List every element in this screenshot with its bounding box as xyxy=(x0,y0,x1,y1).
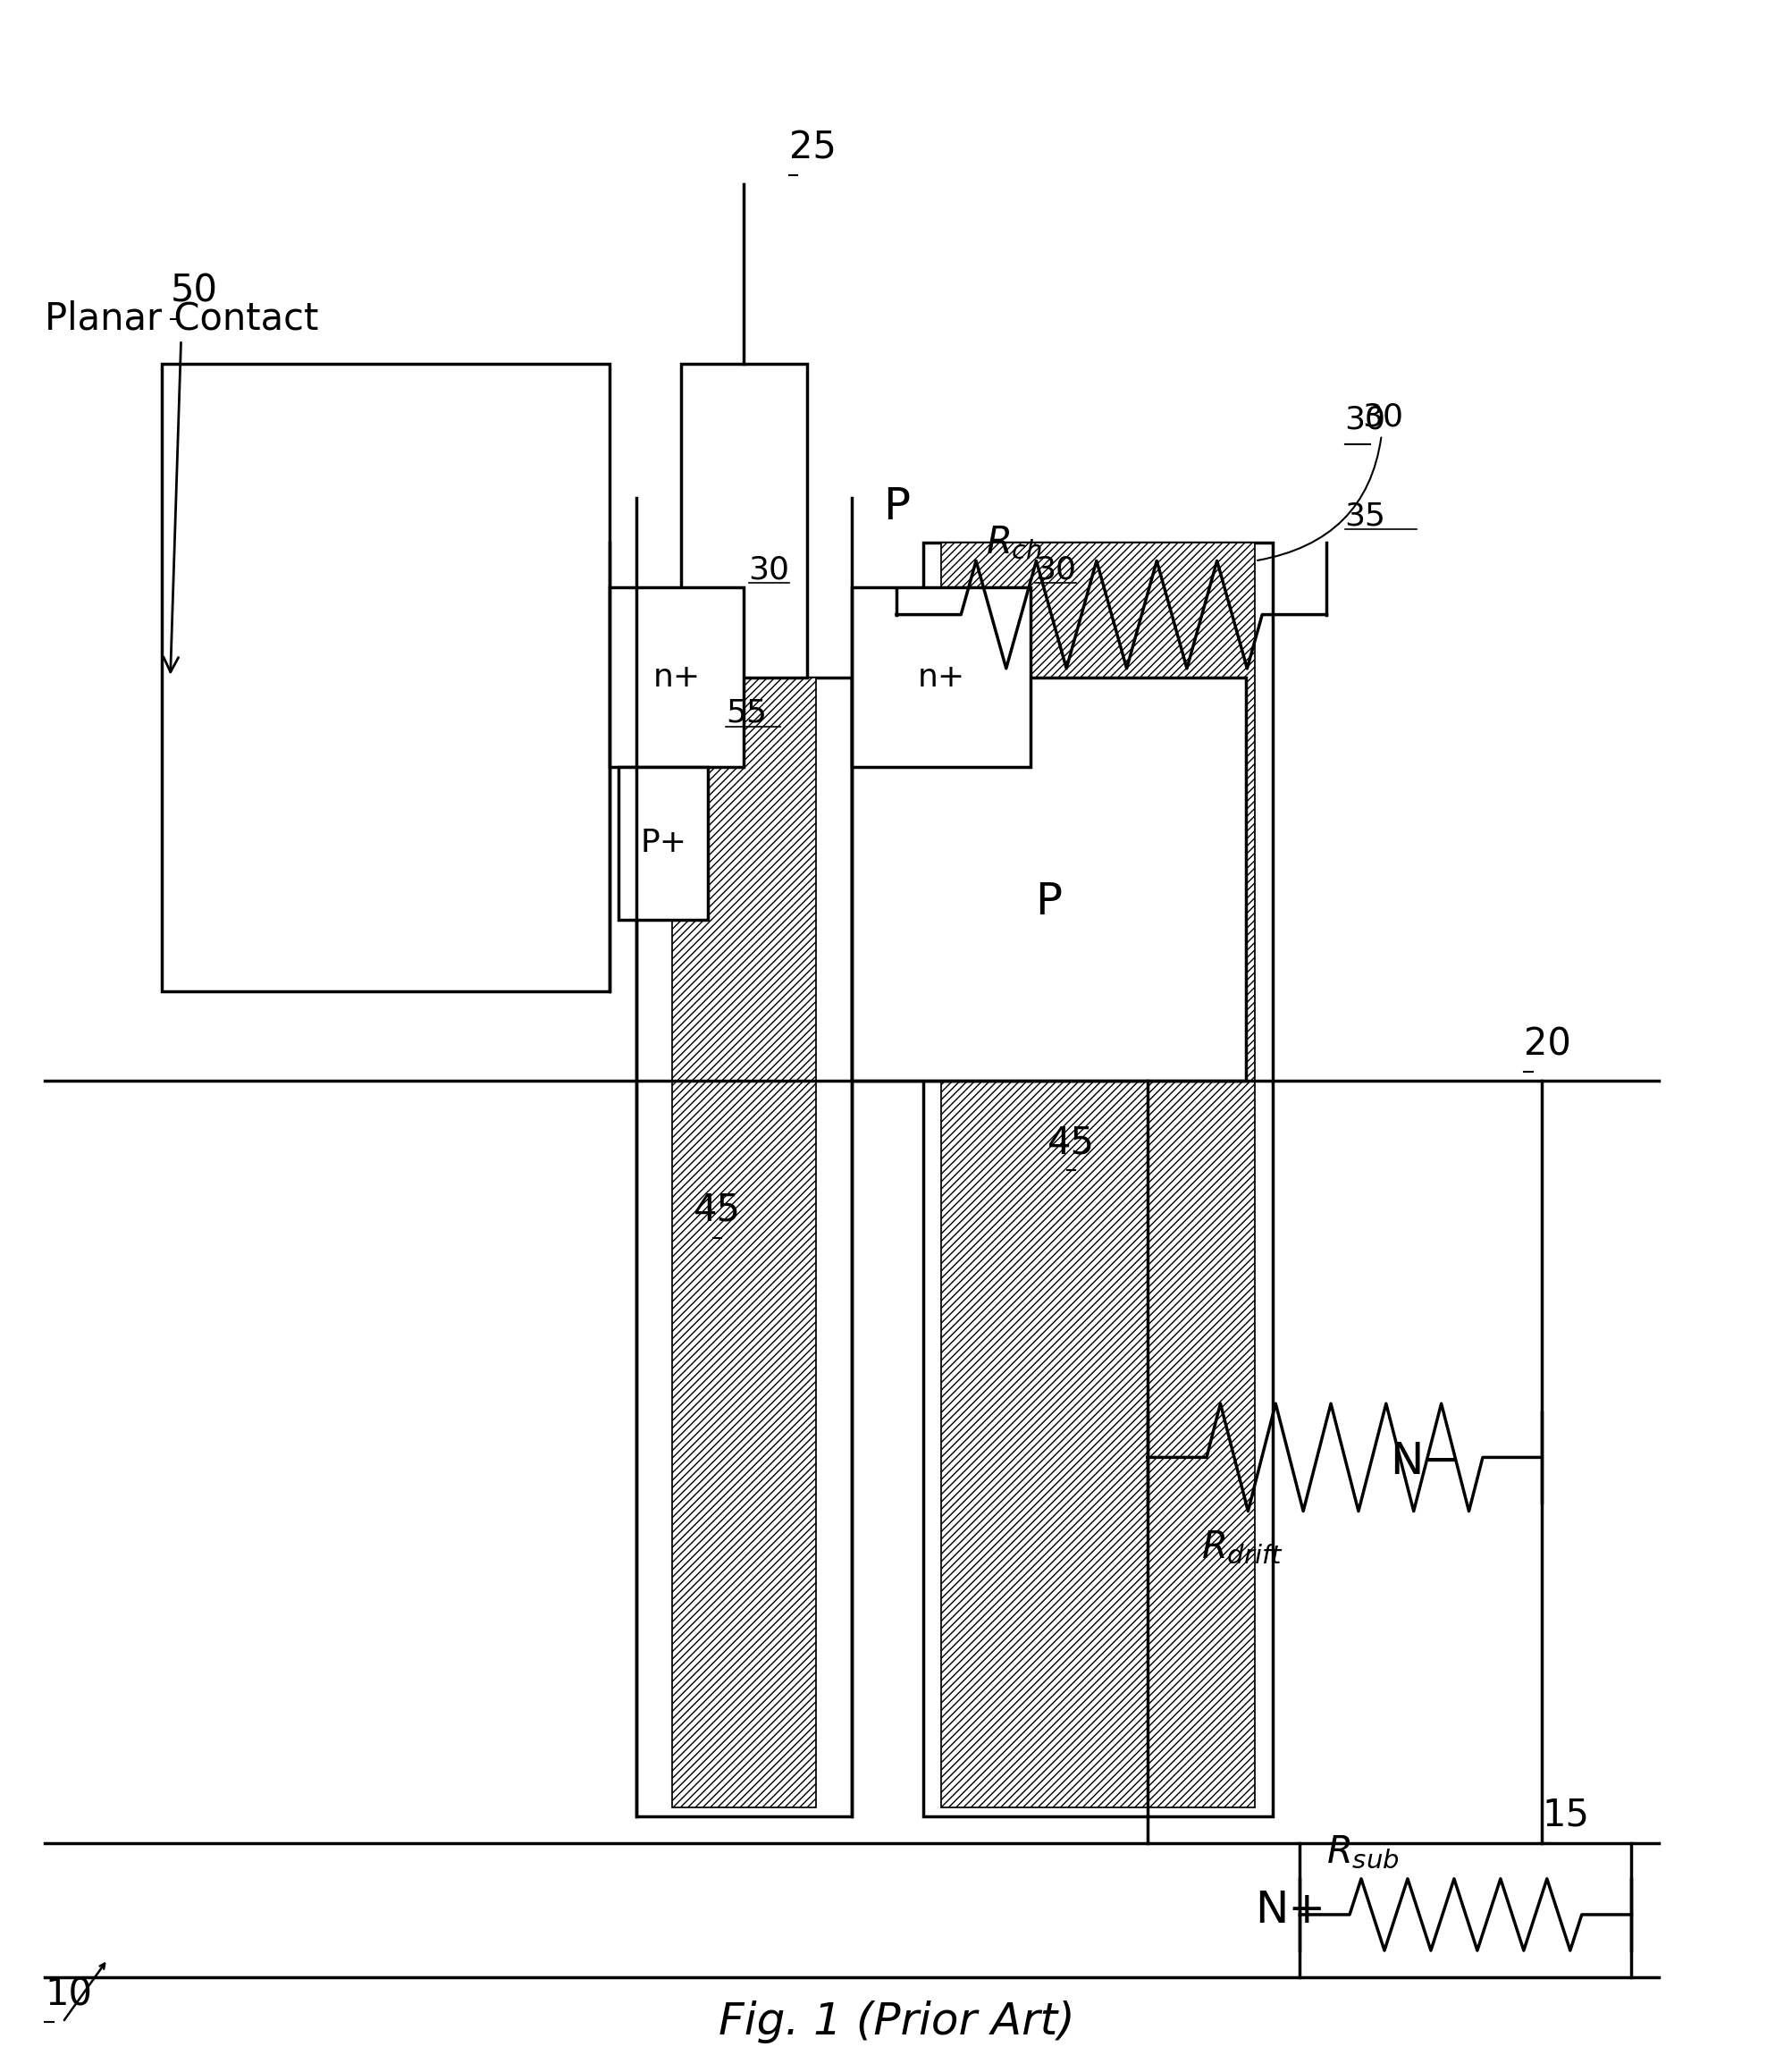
Text: 45: 45 xyxy=(694,1191,740,1229)
Text: P: P xyxy=(1034,881,1063,922)
Bar xyxy=(923,543,1272,1815)
Bar xyxy=(681,363,806,678)
Text: Planar Contact: Planar Contact xyxy=(45,300,319,671)
Text: $R_{sub}$: $R_{sub}$ xyxy=(1326,1834,1400,1871)
Text: 20: 20 xyxy=(1523,1026,1570,1063)
Text: 45: 45 xyxy=(1047,1123,1095,1162)
Bar xyxy=(618,767,708,920)
Text: 50: 50 xyxy=(170,271,217,311)
Text: Fig. 1 (Prior Art): Fig. 1 (Prior Art) xyxy=(719,2002,1073,2043)
Text: 30: 30 xyxy=(749,555,788,584)
Text: $R_{drift}$: $R_{drift}$ xyxy=(1201,1529,1283,1566)
Bar xyxy=(609,588,744,767)
Bar xyxy=(672,678,815,1807)
Text: N−: N− xyxy=(1389,1440,1460,1484)
Text: P+: P+ xyxy=(640,829,686,858)
Text: 55: 55 xyxy=(726,698,767,729)
Bar xyxy=(941,543,1254,1807)
Text: 30: 30 xyxy=(1256,402,1403,559)
Text: 30: 30 xyxy=(1344,404,1385,435)
Text: 15: 15 xyxy=(1541,1796,1588,1834)
Bar xyxy=(636,678,851,1815)
Text: 25: 25 xyxy=(788,128,835,166)
Text: $R_{ch}$: $R_{ch}$ xyxy=(986,524,1043,562)
Bar xyxy=(851,678,1245,1082)
Text: n+: n+ xyxy=(918,663,964,692)
Bar xyxy=(161,363,609,990)
Text: N+: N+ xyxy=(1254,1890,1324,1931)
Text: P: P xyxy=(882,485,910,528)
Bar xyxy=(851,588,1030,767)
Text: n+: n+ xyxy=(652,663,701,692)
Text: 35: 35 xyxy=(1344,501,1385,530)
Text: 10: 10 xyxy=(45,1977,91,2014)
Text: 30: 30 xyxy=(1036,555,1075,584)
